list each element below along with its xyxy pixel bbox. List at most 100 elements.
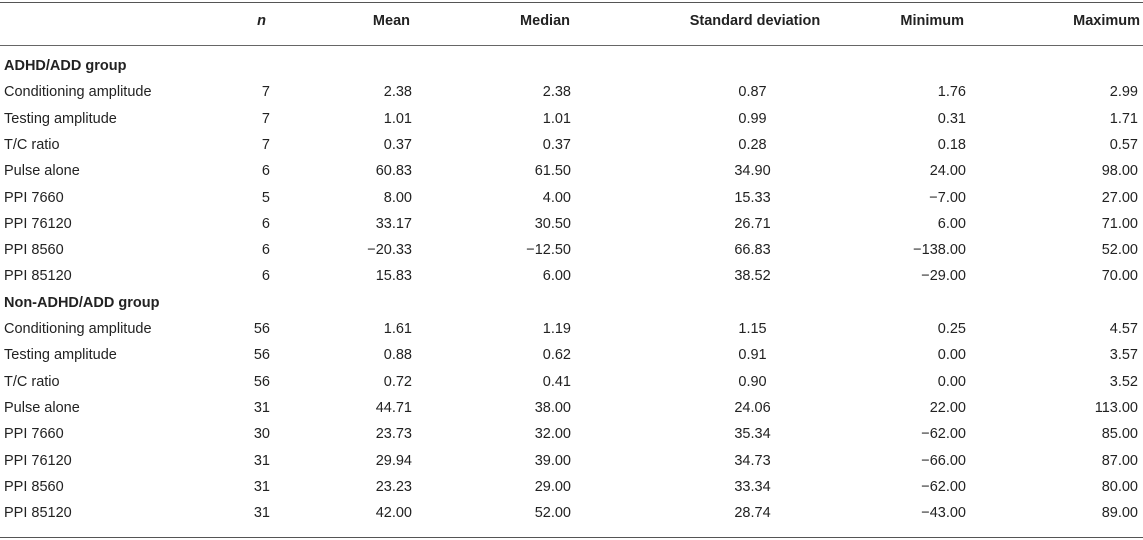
mean-value: 1.01 [383, 110, 412, 127]
header-median: Median [520, 13, 570, 29]
median-value: 0.62 [542, 347, 571, 364]
maximum-value: 52.00 [1101, 242, 1138, 259]
mean-value: 29.94 [375, 452, 412, 469]
n-value: 56 [253, 347, 270, 364]
row-label: PPI 76120 [4, 452, 72, 469]
median-value: 52.00 [534, 505, 571, 522]
maximum-value: 0.57 [1109, 136, 1138, 153]
minimum-value: −29.00 [921, 268, 966, 285]
row-label: PPI 7660 [4, 189, 64, 206]
mean-value: 15.83 [375, 268, 412, 285]
median-value: 0.41 [542, 373, 571, 390]
standard-deviation-value: 38.52 [734, 268, 771, 285]
minimum-value: −62.00 [921, 426, 966, 443]
row-label: T/C ratio [4, 136, 60, 153]
table-row: T/C ratio 7 0.37 0.37 0.28 0.18 0.57 [0, 132, 1143, 158]
table-row: Pulse alone 31 44.71 38.00 24.06 22.00 113.00 [0, 395, 1143, 421]
median-value: 30.50 [534, 215, 571, 232]
minimum-value: −43.00 [921, 505, 966, 522]
row-label: Pulse alone [4, 399, 80, 416]
mean-value: 8.00 [383, 189, 412, 206]
n-value: 7 [261, 110, 270, 127]
row-label: T/C ratio [4, 373, 60, 390]
standard-deviation-value: 66.83 [734, 242, 771, 259]
median-value: 6.00 [542, 268, 571, 285]
minimum-value: 0.18 [937, 136, 966, 153]
median-value: 1.19 [542, 321, 571, 337]
table-row: PPI 8560 31 23.23 29.00 33.34 −62.00 80.00 [0, 474, 1143, 500]
table-header-row: n Mean Median Standard deviation Minimum… [0, 8, 1143, 34]
row-label: Pulse alone [4, 163, 80, 180]
standard-deviation-value: 0.99 [738, 110, 767, 127]
row-label: PPI 8560 [4, 242, 64, 259]
table-header-rule [0, 45, 1143, 46]
n-value: 5 [261, 189, 270, 206]
table-row: PPI 7660 30 23.73 32.00 35.34 −62.00 85.00 [0, 421, 1143, 447]
mean-value: 42.00 [375, 505, 412, 522]
n-value: 30 [253, 426, 270, 443]
maximum-value: 87.00 [1101, 452, 1138, 469]
minimum-value: 1.76 [937, 84, 966, 101]
table-row: PPI 76120 31 29.94 39.00 34.73 −66.00 87.00 [0, 448, 1143, 474]
mean-value: 23.23 [375, 478, 412, 495]
median-value: 1.01 [542, 110, 571, 127]
maximum-value: 80.00 [1101, 478, 1138, 495]
maximum-value: 113.00 [1094, 399, 1138, 416]
standard-deviation-value: 26.71 [734, 215, 771, 232]
table-row: T/C ratio 56 0.72 0.41 0.90 0.00 3.52 [0, 369, 1143, 395]
n-value: 6 [261, 268, 270, 285]
maximum-value: 1.71 [1109, 110, 1138, 127]
table-top-rule [0, 2, 1143, 3]
standard-deviation-value: 35.34 [734, 426, 771, 443]
mean-value: 60.83 [375, 163, 412, 180]
median-value: 32.00 [534, 426, 571, 443]
row-label: PPI 85120 [4, 505, 72, 522]
n-value: 31 [253, 452, 270, 469]
standard-deviation-value: 0.90 [738, 373, 767, 390]
standard-deviation-value: 0.87 [738, 84, 767, 101]
table-row: PPI 76120 6 33.17 30.50 26.71 6.00 71.00 [0, 211, 1143, 237]
row-label: Testing amplitude [4, 347, 117, 364]
row-label: Conditioning amplitude [4, 321, 152, 337]
standard-deviation-value: 15.33 [734, 189, 771, 206]
maximum-value: 98.00 [1101, 163, 1138, 180]
n-value: 6 [261, 215, 270, 232]
median-value: 2.38 [542, 84, 571, 101]
table-row: PPI 85120 31 42.00 52.00 28.74 −43.00 89.00 [0, 500, 1143, 526]
row-label: Testing amplitude [4, 110, 117, 127]
median-value: 29.00 [534, 478, 571, 495]
minimum-value: −7.00 [929, 189, 966, 206]
minimum-value: 0.00 [937, 347, 966, 364]
mean-value: 1.61 [383, 321, 412, 337]
minimum-value: 0.31 [937, 110, 966, 127]
table-row: Testing amplitude 7 1.01 1.01 0.99 0.31 1.71 [0, 106, 1143, 132]
median-value: 61.50 [534, 163, 571, 180]
n-value: 6 [261, 163, 270, 180]
row-label: PPI 7660 [4, 426, 64, 443]
minimum-value: 0.00 [937, 373, 966, 390]
mean-value: 2.38 [383, 84, 412, 101]
maximum-value: 4.57 [1109, 321, 1138, 337]
standard-deviation-value: 34.73 [734, 452, 771, 469]
n-value: 31 [253, 399, 270, 416]
maximum-value: 2.99 [1109, 84, 1138, 101]
mean-value: −20.33 [367, 242, 412, 259]
median-value: 0.37 [542, 136, 571, 153]
standard-deviation-value: 28.74 [734, 505, 771, 522]
table-row: PPI 8560 6 −20.33 −12.50 66.83 −138.00 52.00 [0, 237, 1143, 263]
maximum-value: 3.52 [1109, 373, 1138, 390]
table-row: Conditioning amplitude 7 2.38 2.38 0.87 1.76 2… [0, 79, 1143, 105]
maximum-value: 85.00 [1101, 426, 1138, 443]
table-bottom-rule [0, 537, 1143, 538]
row-label: PPI 76120 [4, 215, 72, 232]
header-maximum: Maximum [1073, 13, 1140, 29]
standard-deviation-value: 0.91 [738, 347, 767, 364]
n-value: 31 [253, 478, 270, 495]
group-heading-row: ADHD/ADD group [0, 53, 1143, 79]
mean-value: 0.37 [383, 136, 412, 153]
mean-value: 0.72 [383, 373, 412, 390]
n-value: 7 [261, 136, 270, 153]
group-title: Non-ADHD/ADD group [4, 294, 160, 311]
maximum-value: 3.57 [1109, 347, 1138, 364]
n-value: 56 [253, 321, 270, 337]
